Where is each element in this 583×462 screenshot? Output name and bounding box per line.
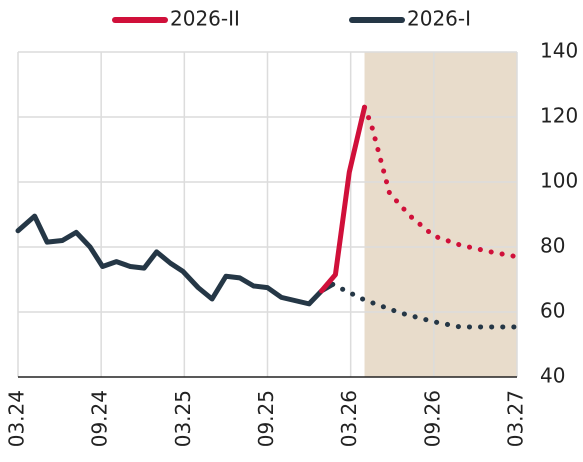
series-line xyxy=(319,104,368,294)
series-line xyxy=(15,213,336,307)
y-tick-label: 40 xyxy=(540,364,565,388)
y-tick-label: 60 xyxy=(540,299,565,323)
x-tick-label: 03.24 xyxy=(5,390,29,447)
y-tick-label: 120 xyxy=(540,104,578,128)
x-tick-label: 03.26 xyxy=(337,390,361,447)
forecast-line xyxy=(330,281,520,330)
x-tick-label: 03.27 xyxy=(504,390,528,447)
forecast-shade xyxy=(364,52,517,377)
x-tick-label: 03.25 xyxy=(171,390,195,447)
y-tick-label: 140 xyxy=(540,39,578,63)
legend-label: 2026-II xyxy=(170,7,240,31)
y-tick-label: 100 xyxy=(540,169,578,193)
legend-label: 2026-I xyxy=(407,7,471,31)
x-tick-label: 09.25 xyxy=(254,390,278,447)
x-tick-label: 09.24 xyxy=(88,390,112,447)
forecast-line xyxy=(362,104,520,260)
x-tick-label: 09.26 xyxy=(420,390,444,447)
y-tick-label: 80 xyxy=(540,234,565,258)
